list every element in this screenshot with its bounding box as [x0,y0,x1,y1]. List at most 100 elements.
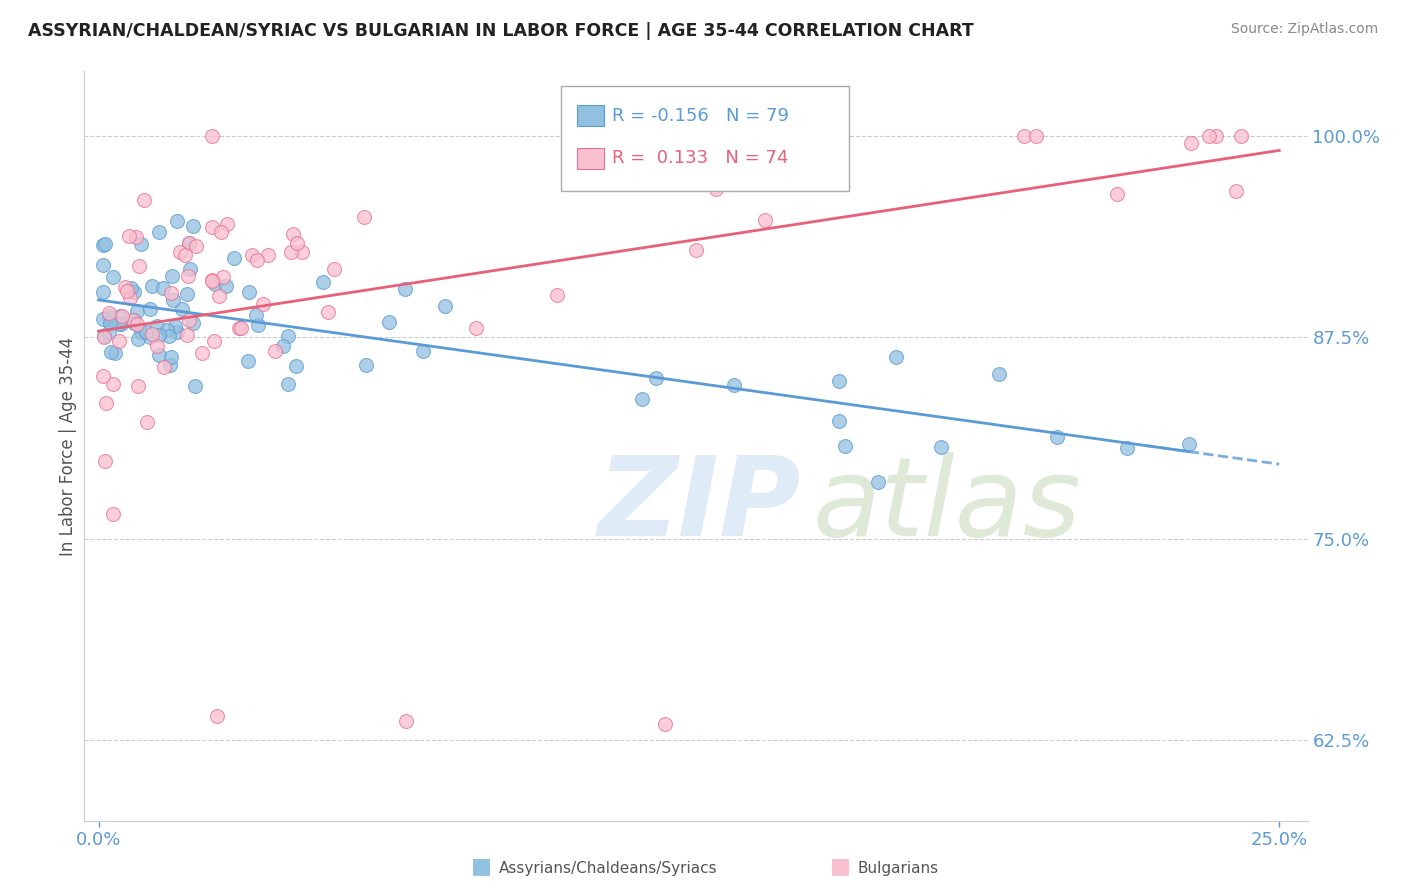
Point [124,316,146,330]
Point [247,318,270,332]
Point [96,395,118,409]
Point [141,279,163,293]
Text: Bulgarians: Bulgarians [858,861,939,876]
Point [704,181,727,195]
Point [181,219,204,234]
Point [236,354,259,368]
Point [201,219,224,234]
Point [139,330,162,344]
Text: atlas: atlas [813,452,1081,559]
Point [377,315,399,329]
Point [159,286,181,301]
Point [202,334,225,348]
Point [238,285,260,300]
FancyBboxPatch shape [561,87,849,191]
Point [162,293,184,308]
Point [165,319,187,334]
Text: ZIP: ZIP [598,452,801,559]
Point [277,329,299,343]
Point [177,313,200,327]
Point [108,310,131,324]
Point [754,213,776,227]
Point [281,227,304,241]
Point [93,329,115,343]
Point [685,243,707,257]
Point [465,320,488,334]
Point [176,328,198,343]
Point [153,359,176,374]
Point [141,326,163,341]
Point [120,291,142,305]
Point [91,369,114,384]
Text: R = -0.156   N = 79: R = -0.156 N = 79 [612,106,789,125]
Point [159,358,181,372]
Point [170,301,193,316]
Point [322,262,344,277]
Point [127,378,149,392]
Point [91,285,114,299]
Point [177,269,200,284]
Point [828,414,851,428]
Point [204,277,226,292]
Point [135,325,157,339]
Point [1046,430,1069,444]
Point [1205,128,1227,143]
Point [201,128,224,143]
Point [114,280,136,294]
Point [240,248,263,262]
Point [128,260,150,274]
Point [97,325,120,339]
Point [828,374,851,388]
Point [148,348,170,362]
Point [245,309,267,323]
Point [229,320,252,334]
Point [181,316,204,330]
Point [353,211,375,225]
Bar [578,105,605,126]
Point [834,439,856,453]
Point [179,262,201,277]
Point [929,440,952,454]
Point [1115,441,1137,455]
Point [312,275,335,289]
Point [103,508,125,522]
Point [228,321,250,335]
Point [176,286,198,301]
Point [146,318,169,333]
Point [160,350,183,364]
Point [91,237,114,252]
Point [215,279,238,293]
Point [103,376,125,391]
Point [280,245,302,260]
Point [122,285,145,300]
Point [205,709,228,723]
Point [252,297,274,311]
Point [1225,184,1247,198]
Bar [578,148,605,169]
Point [184,239,207,253]
Point [110,317,132,331]
Point [104,345,127,359]
Point [191,346,214,360]
Point [177,235,200,250]
Point [988,367,1011,381]
Point [412,343,434,358]
Point [211,270,233,285]
Point [121,313,143,327]
Point [136,415,159,429]
Point [166,325,188,339]
Point [98,309,121,323]
Point [200,274,222,288]
Point [111,309,134,323]
Point [152,281,174,295]
Point [94,454,117,468]
Text: Source: ZipAtlas.com: Source: ZipAtlas.com [1230,22,1378,37]
Point [285,236,308,251]
Point [291,245,314,260]
Text: Assyrians/Chaldeans/Syriacs: Assyrians/Chaldeans/Syriacs [499,861,717,876]
Point [100,344,122,359]
Point [245,252,267,267]
Point [122,313,145,327]
Point [166,214,188,228]
Point [394,282,416,296]
